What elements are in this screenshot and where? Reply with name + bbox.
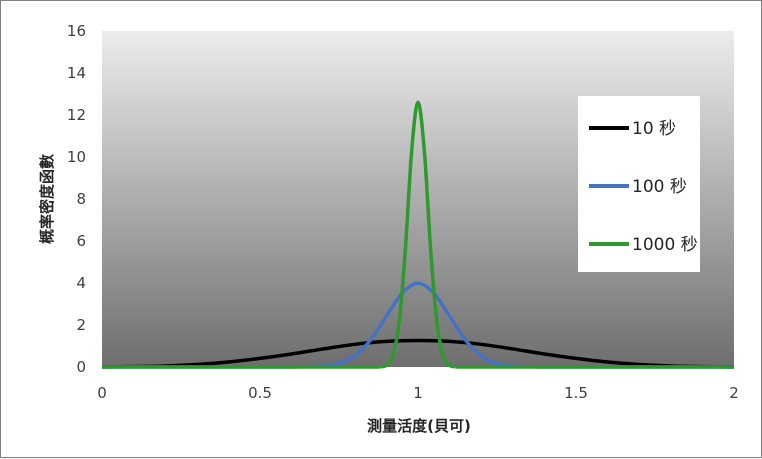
y-tick-label: 4 <box>76 274 86 292</box>
y-axis-title: 概率密度函數 <box>38 154 56 244</box>
x-tick-label: 0.5 <box>248 384 272 402</box>
legend: 10 秒 100 秒 1000 秒 <box>578 96 700 272</box>
x-tick-label: 0 <box>97 384 107 402</box>
x-axis-title: 測量活度(貝可) <box>367 417 471 435</box>
legend-label-1000s: 1000 秒 <box>632 235 698 255</box>
x-tick-label: 2 <box>729 384 739 402</box>
y-tick-label: 12 <box>67 106 86 124</box>
series-line-1 <box>291 281 545 369</box>
series-line-2 <box>379 100 457 369</box>
y-tick-label: 10 <box>67 148 86 166</box>
y-tick-label: 0 <box>76 358 86 376</box>
x-tick-label: 1.5 <box>564 384 588 402</box>
y-tick-label: 2 <box>76 316 86 334</box>
legend-label-100s: 100 秒 <box>632 177 687 197</box>
legend-label-10s: 10 秒 <box>632 119 676 139</box>
series-layer <box>101 100 735 369</box>
y-tick-label: 14 <box>67 64 86 82</box>
x-tick-label: 1 <box>413 384 423 402</box>
y-tick-label: 6 <box>76 232 86 250</box>
y-tick-label: 8 <box>76 190 86 208</box>
y-tick-label: 16 <box>67 22 86 40</box>
tick-layer: 0 2 4 6 8 10 12 14 16 0 0.5 1 1.5 2 <box>67 22 739 402</box>
series-line-0 <box>101 338 735 369</box>
